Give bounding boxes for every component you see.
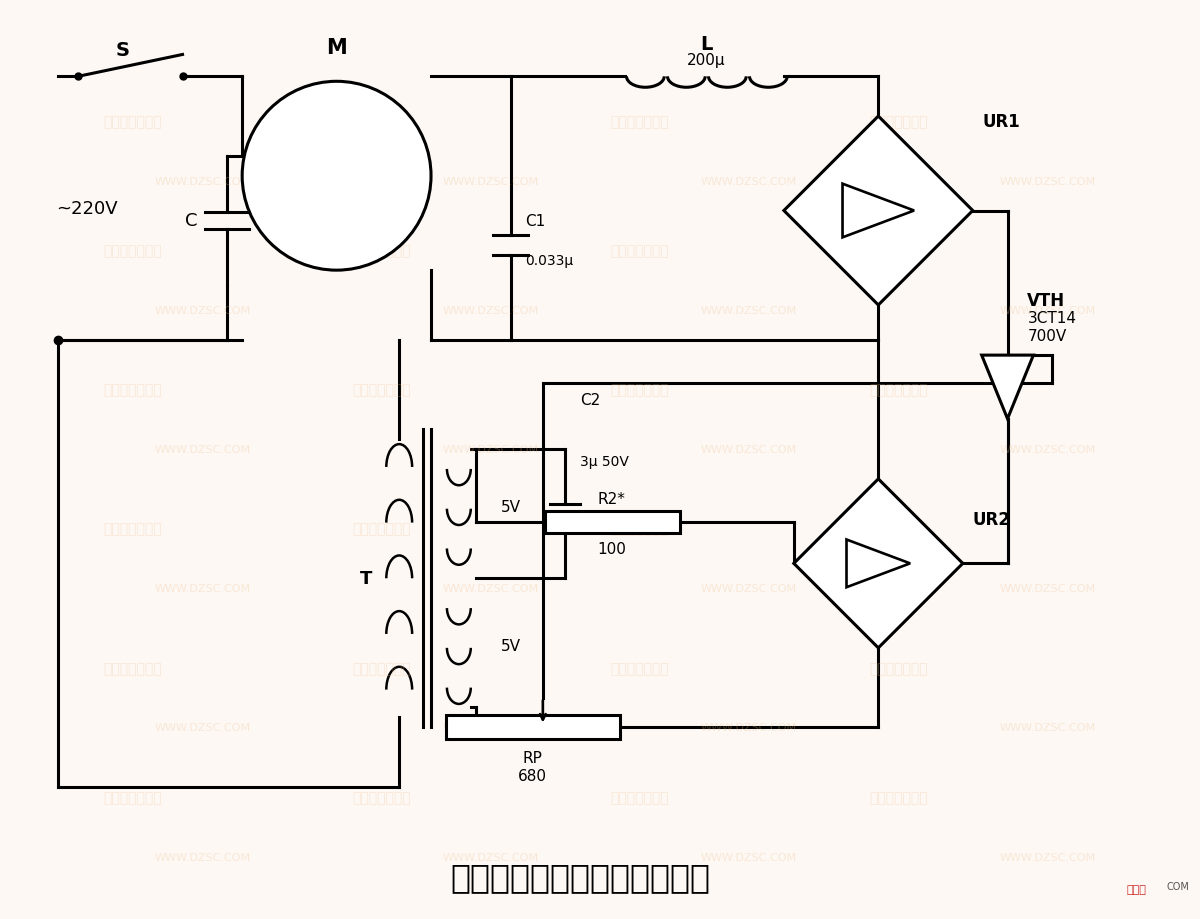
Text: WWW.DZSC.COM: WWW.DZSC.COM xyxy=(1000,722,1096,732)
Text: WWW.DZSC.COM: WWW.DZSC.COM xyxy=(155,306,251,315)
Polygon shape xyxy=(784,117,973,306)
Text: UR1: UR1 xyxy=(983,113,1020,130)
Text: 5V: 5V xyxy=(500,639,521,653)
Text: WWW.DZSC.COM: WWW.DZSC.COM xyxy=(701,445,797,455)
Text: VTH: VTH xyxy=(1027,291,1066,310)
Text: WWW.DZSC.COM: WWW.DZSC.COM xyxy=(701,852,797,862)
Text: 维库电子市场网: 维库电子市场网 xyxy=(869,383,928,397)
Bar xyxy=(446,716,620,740)
Text: 维库电子市场网: 维库电子市场网 xyxy=(611,661,670,675)
Text: WWW.DZSC.COM: WWW.DZSC.COM xyxy=(443,584,539,594)
Text: 维库电子市场网: 维库电子市场网 xyxy=(352,383,410,397)
Circle shape xyxy=(242,82,431,271)
Polygon shape xyxy=(842,185,914,238)
Text: WWW.DZSC.COM: WWW.DZSC.COM xyxy=(443,176,539,187)
Text: 维库电子市场网: 维库电子市场网 xyxy=(103,383,162,397)
Text: S: S xyxy=(116,41,130,60)
Text: 接线图: 接线图 xyxy=(1127,884,1147,894)
Text: 0.033μ: 0.033μ xyxy=(526,254,574,268)
Polygon shape xyxy=(794,480,962,648)
Text: WWW.DZSC.COM: WWW.DZSC.COM xyxy=(443,852,539,862)
Text: 维库电子市场网: 维库电子市场网 xyxy=(611,383,670,397)
Text: 3μ 50V: 3μ 50V xyxy=(580,455,629,469)
Text: WWW.DZSC.COM: WWW.DZSC.COM xyxy=(701,176,797,187)
Text: WWW.DZSC.COM: WWW.DZSC.COM xyxy=(155,176,251,187)
Text: WWW.DZSC.COM: WWW.DZSC.COM xyxy=(1000,445,1096,455)
Text: ~220V: ~220V xyxy=(56,199,118,217)
Text: WWW.DZSC.COM: WWW.DZSC.COM xyxy=(155,445,251,455)
Text: R2*: R2* xyxy=(598,492,626,506)
Text: 维库电子市场网: 维库电子市场网 xyxy=(611,522,670,536)
Text: T: T xyxy=(360,570,373,587)
Text: 维库电子市场网: 维库电子市场网 xyxy=(103,522,162,536)
Text: 维库电子市场网: 维库电子市场网 xyxy=(869,522,928,536)
Text: 单相交流电动机无级调速电路: 单相交流电动机无级调速电路 xyxy=(450,860,710,893)
Text: WWW.DZSC.COM: WWW.DZSC.COM xyxy=(155,584,251,594)
Text: 维库电子市场网: 维库电子市场网 xyxy=(352,661,410,675)
Text: M: M xyxy=(326,38,347,58)
Text: 维库电子市场网: 维库电子市场网 xyxy=(611,244,670,258)
Text: COM: COM xyxy=(1166,881,1189,891)
Text: 维库电子市场网: 维库电子市场网 xyxy=(611,790,670,804)
Text: WWW.DZSC.COM: WWW.DZSC.COM xyxy=(1000,306,1096,315)
Text: 200μ: 200μ xyxy=(688,53,726,68)
Text: 维库电子市场网: 维库电子市场网 xyxy=(103,790,162,804)
Text: WWW.DZSC.COM: WWW.DZSC.COM xyxy=(1000,584,1096,594)
Text: 维库电子市场网: 维库电子市场网 xyxy=(352,522,410,536)
Text: 700V: 700V xyxy=(1027,329,1067,344)
Text: WWW.DZSC.COM: WWW.DZSC.COM xyxy=(1000,176,1096,187)
Text: 维库电子市场网: 维库电子市场网 xyxy=(611,115,670,129)
Text: 3CT14: 3CT14 xyxy=(1027,311,1076,326)
Text: WWW.DZSC.COM: WWW.DZSC.COM xyxy=(155,852,251,862)
Text: 维库电子市场网: 维库电子市场网 xyxy=(869,244,928,258)
Text: 维库电子市场网: 维库电子市场网 xyxy=(103,115,162,129)
Text: 5V: 5V xyxy=(500,500,521,515)
Text: C2: C2 xyxy=(580,392,600,407)
Polygon shape xyxy=(982,356,1033,419)
Text: 维库电子市场网: 维库电子市场网 xyxy=(869,661,928,675)
Text: WWW.DZSC.COM: WWW.DZSC.COM xyxy=(443,306,539,315)
Text: 维库电子市场网: 维库电子市场网 xyxy=(352,244,410,258)
Text: WWW.DZSC.COM: WWW.DZSC.COM xyxy=(701,584,797,594)
Text: L: L xyxy=(700,35,713,54)
Text: 维库电子市场网: 维库电子市场网 xyxy=(103,244,162,258)
Text: 维库电子市场网: 维库电子市场网 xyxy=(869,790,928,804)
Text: 维库电子市场网: 维库电子市场网 xyxy=(352,790,410,804)
Polygon shape xyxy=(846,540,910,587)
Text: C1: C1 xyxy=(526,214,546,229)
Text: WWW.DZSC.COM: WWW.DZSC.COM xyxy=(701,306,797,315)
Text: RP: RP xyxy=(522,750,542,765)
Text: UR2: UR2 xyxy=(973,510,1010,528)
Text: C: C xyxy=(185,212,198,230)
Text: WWW.DZSC.COM: WWW.DZSC.COM xyxy=(701,722,797,732)
Text: WWW.DZSC.COM: WWW.DZSC.COM xyxy=(1000,852,1096,862)
Text: 100: 100 xyxy=(598,541,626,556)
Text: 680: 680 xyxy=(518,767,547,783)
Text: WWW.DZSC.COM: WWW.DZSC.COM xyxy=(443,722,539,732)
Text: WWW.DZSC.COM: WWW.DZSC.COM xyxy=(155,722,251,732)
Text: 维库电子市场网: 维库电子市场网 xyxy=(869,115,928,129)
Text: 维库电子市场网: 维库电子市场网 xyxy=(352,115,410,129)
Bar xyxy=(545,511,679,533)
Text: WWW.DZSC.COM: WWW.DZSC.COM xyxy=(443,445,539,455)
Text: 维库电子市场网: 维库电子市场网 xyxy=(103,661,162,675)
